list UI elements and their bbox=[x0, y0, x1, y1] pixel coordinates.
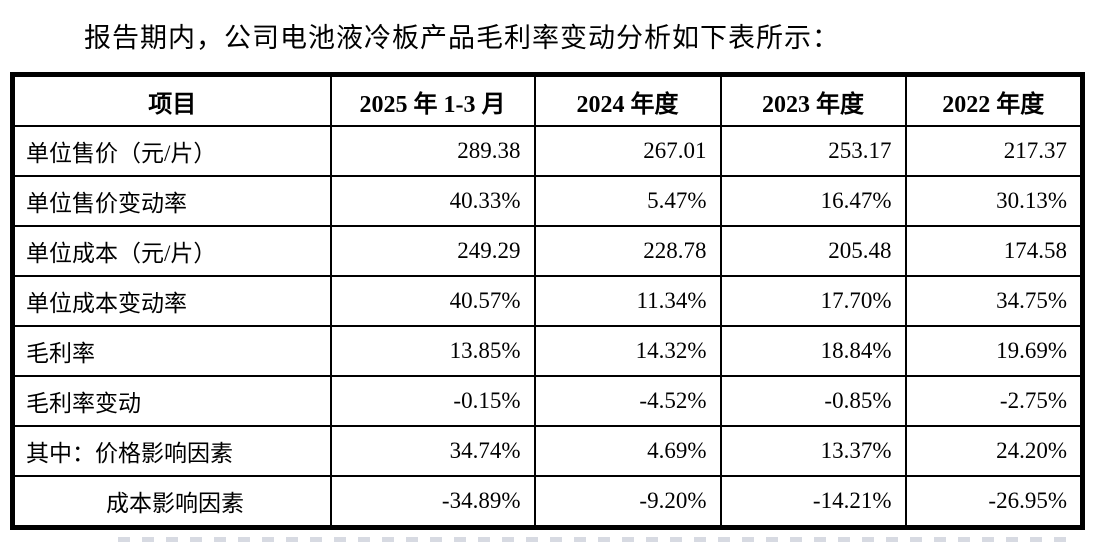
cell-value: 205.48 bbox=[719, 225, 907, 277]
row-label: 单位成本（元/片） bbox=[11, 225, 332, 277]
intro-text: 报告期内，公司电池液冷板产品毛利率变动分析如下表所示： bbox=[84, 23, 840, 53]
row-label: 单位售价变动率 bbox=[11, 175, 332, 227]
cell-value: -4.52% bbox=[533, 375, 722, 427]
row-label: 成本影响因素 bbox=[11, 475, 332, 529]
row-label: 其中：价格影响因素 bbox=[11, 425, 332, 477]
cell-value: 13.37% bbox=[719, 425, 907, 477]
table-row: 成本影响因素 -34.89% -9.20% -14.21% -26.95% bbox=[11, 475, 1084, 529]
cell-value: 5.47% bbox=[533, 175, 722, 227]
cell-value: 19.69% bbox=[904, 325, 1084, 377]
cell-value: 11.34% bbox=[533, 275, 722, 327]
cell-value: 174.58 bbox=[904, 225, 1084, 277]
cell-value: 24.20% bbox=[904, 425, 1084, 477]
gross-margin-table: 项目 2025 年 1-3 月 2024 年度 2023 年度 2022 年度 … bbox=[10, 72, 1085, 530]
table-row: 毛利率变动 -0.15% -4.52% -0.85% -2.75% bbox=[11, 375, 1084, 427]
cell-value: 289.38 bbox=[329, 125, 536, 177]
table-row: 毛利率 13.85% 14.32% 18.84% 19.69% bbox=[11, 325, 1084, 377]
table-row: 其中：价格影响因素 34.74% 4.69% 13.37% 24.20% bbox=[11, 425, 1084, 477]
cell-value: 30.13% bbox=[904, 175, 1084, 227]
cell-value: 13.85% bbox=[329, 325, 536, 377]
column-header-item: 项目 bbox=[11, 73, 332, 127]
cell-value: -2.75% bbox=[904, 375, 1084, 427]
cell-value: 40.57% bbox=[329, 275, 536, 327]
cell-value: 34.74% bbox=[329, 425, 536, 477]
table-row: 单位售价（元/片） 289.38 267.01 253.17 217.37 bbox=[11, 125, 1084, 177]
cell-value: -9.20% bbox=[533, 475, 722, 529]
cell-value: -14.21% bbox=[719, 475, 907, 529]
clipped-next-text-line bbox=[118, 537, 1068, 542]
table-row: 单位售价变动率 40.33% 5.47% 16.47% 30.13% bbox=[11, 175, 1084, 227]
column-header-2023: 2023 年度 bbox=[719, 73, 907, 127]
cell-value: 40.33% bbox=[329, 175, 536, 227]
cell-value: 4.69% bbox=[533, 425, 722, 477]
row-label: 单位售价（元/片） bbox=[11, 125, 332, 177]
cell-value: 14.32% bbox=[533, 325, 722, 377]
cell-value: 217.37 bbox=[904, 125, 1084, 177]
row-label: 单位成本变动率 bbox=[11, 275, 332, 327]
cell-value: -0.15% bbox=[329, 375, 536, 427]
column-header-2024: 2024 年度 bbox=[533, 73, 722, 127]
table-header-row: 项目 2025 年 1-3 月 2024 年度 2023 年度 2022 年度 bbox=[11, 73, 1084, 127]
cell-value: -0.85% bbox=[719, 375, 907, 427]
row-label: 毛利率变动 bbox=[11, 375, 332, 427]
cell-value: 17.70% bbox=[719, 275, 907, 327]
cell-value: 267.01 bbox=[533, 125, 722, 177]
cell-value: 18.84% bbox=[719, 325, 907, 377]
cell-value: 249.29 bbox=[329, 225, 536, 277]
cell-value: -26.95% bbox=[904, 475, 1084, 529]
cell-value: 228.78 bbox=[533, 225, 722, 277]
cell-value: 253.17 bbox=[719, 125, 907, 177]
table-row: 单位成本变动率 40.57% 11.34% 17.70% 34.75% bbox=[11, 275, 1084, 327]
cell-value: 34.75% bbox=[904, 275, 1084, 327]
cell-value: 16.47% bbox=[719, 175, 907, 227]
column-header-2025q1: 2025 年 1-3 月 bbox=[329, 73, 536, 127]
row-label: 毛利率 bbox=[11, 325, 332, 377]
column-header-2022: 2022 年度 bbox=[904, 73, 1084, 127]
cell-value: -34.89% bbox=[329, 475, 536, 529]
table-row: 单位成本（元/片） 249.29 228.78 205.48 174.58 bbox=[11, 225, 1084, 277]
